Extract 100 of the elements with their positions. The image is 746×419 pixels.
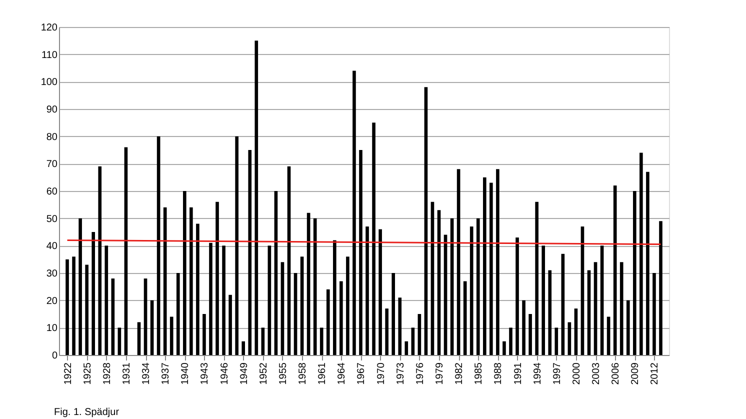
bar	[294, 273, 298, 355]
x-tick-label: 1961	[317, 362, 328, 385]
y-tick-label: 20	[46, 296, 58, 307]
x-tick-label: 1922	[62, 362, 74, 385]
bar	[248, 150, 252, 355]
bar	[594, 262, 598, 355]
bar	[170, 316, 174, 355]
bar	[437, 210, 441, 355]
bar	[111, 278, 115, 355]
bar	[150, 300, 154, 355]
bar	[254, 40, 258, 355]
bar	[554, 328, 558, 355]
y-tick-label: 50	[46, 214, 58, 225]
bar	[587, 270, 591, 355]
bar	[332, 240, 336, 355]
bar	[92, 232, 96, 355]
bar	[235, 136, 238, 355]
bar	[378, 229, 382, 355]
bar	[85, 264, 88, 355]
x-tick-label: 2000	[571, 362, 582, 385]
x-tick-label: 1964	[336, 362, 348, 385]
bar	[496, 169, 500, 355]
bar	[242, 341, 246, 355]
x-tick-label: 2009	[630, 362, 642, 385]
bar	[600, 246, 604, 355]
bar	[182, 191, 186, 355]
bar	[398, 298, 402, 355]
bar	[268, 246, 272, 355]
bar	[340, 281, 343, 355]
x-tick-label: 2012	[650, 362, 661, 385]
bar	[156, 136, 160, 355]
bar	[228, 294, 232, 355]
bar	[606, 316, 610, 355]
bar	[300, 256, 304, 355]
bar	[366, 226, 369, 355]
y-tick-label: 80	[46, 132, 58, 143]
x-tick-label: 1994	[532, 362, 544, 385]
x-tick-label: 1985	[474, 362, 485, 385]
bar	[516, 237, 519, 355]
x-tick-label: 1976	[414, 362, 426, 385]
bar	[287, 166, 291, 355]
bar	[548, 270, 552, 355]
y-tick-label: 120	[40, 22, 58, 34]
bar	[385, 308, 388, 355]
bar	[411, 328, 415, 355]
bar	[261, 328, 265, 355]
bar	[372, 122, 376, 355]
y-tick-label: 90	[46, 104, 58, 116]
bar	[490, 182, 493, 355]
bar	[463, 281, 467, 355]
x-tick-label: 1955	[278, 362, 289, 385]
bar	[482, 177, 486, 355]
bar	[176, 273, 180, 355]
bar	[216, 202, 219, 355]
x-tick-label: 1997	[552, 362, 563, 385]
y-tick-label: 40	[46, 241, 58, 252]
x-tick-label: 2003	[591, 362, 602, 385]
y-tick-label: 0	[52, 350, 58, 362]
bar	[352, 70, 356, 355]
bar	[444, 234, 448, 355]
bar	[646, 172, 650, 355]
bar	[424, 87, 428, 355]
bar	[124, 147, 128, 355]
y-tick-label: 10	[46, 323, 58, 334]
x-tick-label: 1949	[238, 362, 250, 385]
bar	[202, 314, 206, 355]
x-tick-label: 1979	[434, 362, 446, 385]
x-tick-label: 1973	[395, 362, 406, 385]
bar	[222, 246, 226, 355]
bar	[163, 207, 167, 355]
x-tick-label: 1925	[82, 362, 94, 385]
x-tick-label: 1928	[102, 362, 113, 385]
x-tick-label: 1931	[121, 362, 132, 385]
bar	[632, 191, 636, 355]
x-tick-label: 1937	[160, 362, 172, 385]
y-tick-label: 30	[46, 268, 58, 280]
bar	[196, 224, 200, 355]
bar	[320, 328, 324, 355]
bar	[542, 246, 546, 355]
x-tick-label: 1934	[141, 362, 152, 385]
x-tick-label: 1991	[512, 362, 524, 385]
bar	[392, 273, 396, 355]
bar	[274, 191, 278, 355]
bar	[620, 262, 624, 355]
bar	[535, 202, 538, 355]
y-tick-label: 60	[46, 186, 58, 198]
bar	[72, 256, 76, 355]
bar	[190, 207, 193, 355]
y-tick-label: 70	[46, 159, 58, 170]
bar	[659, 221, 662, 355]
bar	[280, 262, 284, 355]
bar	[502, 341, 506, 355]
bar	[66, 259, 69, 355]
bar	[456, 169, 460, 355]
bar	[568, 322, 572, 355]
bar	[509, 328, 512, 355]
x-tick-label: 1970	[376, 362, 387, 385]
bar	[574, 308, 578, 355]
x-tick-label: 2006	[610, 362, 622, 385]
bar	[137, 322, 141, 355]
